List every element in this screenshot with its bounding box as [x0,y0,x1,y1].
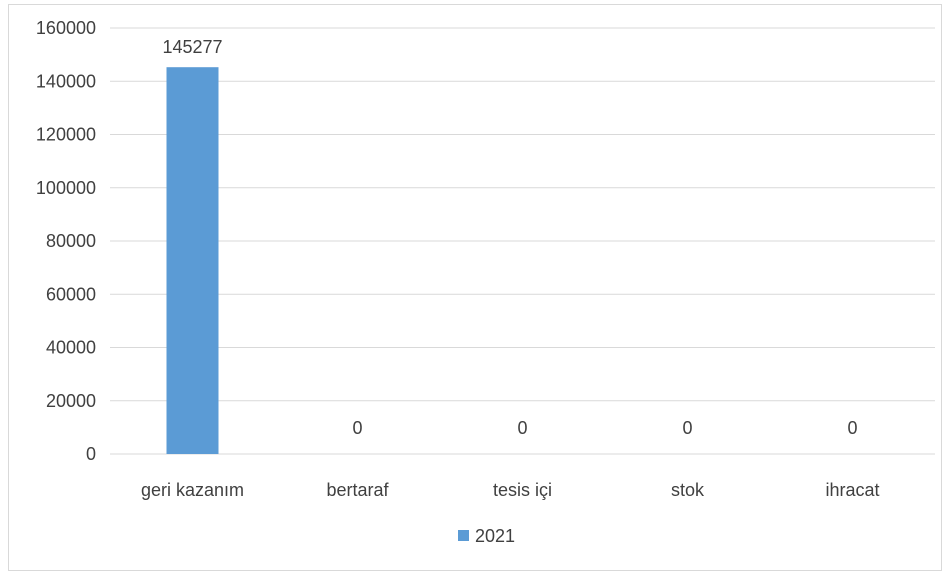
legend: 2021 [458,526,515,546]
data-labels: 145277 0 0 0 0 [162,37,857,438]
data-label: 0 [352,418,362,438]
data-label: 0 [847,418,857,438]
x-tick-label: geri kazanım [141,480,244,500]
data-label: 0 [517,418,527,438]
x-axis: geri kazanım bertaraf tesis içi stok ihracat [141,480,880,500]
y-tick-label: 120000 [36,125,96,145]
data-label: 145277 [162,37,222,57]
y-tick-label: 40000 [46,338,96,358]
y-tick-label: 160000 [36,18,96,38]
gridlines [110,27,935,455]
x-tick-label: stok [671,480,705,500]
x-tick-label: bertaraf [326,480,389,500]
y-tick-label: 60000 [46,284,96,304]
bar-0 [166,67,219,455]
x-tick-label: tesis içi [493,480,552,500]
x-tick-label: ihracat [825,480,879,500]
bars [166,67,219,455]
data-label: 0 [682,418,692,438]
y-axis: 0 20000 40000 60000 80000 100000 120000 140000 1… [36,18,96,464]
legend-swatch-2021 [458,530,469,541]
chart-frame [8,4,942,571]
y-tick-label: 100000 [36,178,96,198]
legend-label-2021: 2021 [475,526,515,546]
y-tick-label: 0 [86,444,96,464]
y-tick-label: 20000 [46,391,96,411]
y-tick-label: 80000 [46,231,96,251]
y-tick-label: 140000 [36,71,96,91]
